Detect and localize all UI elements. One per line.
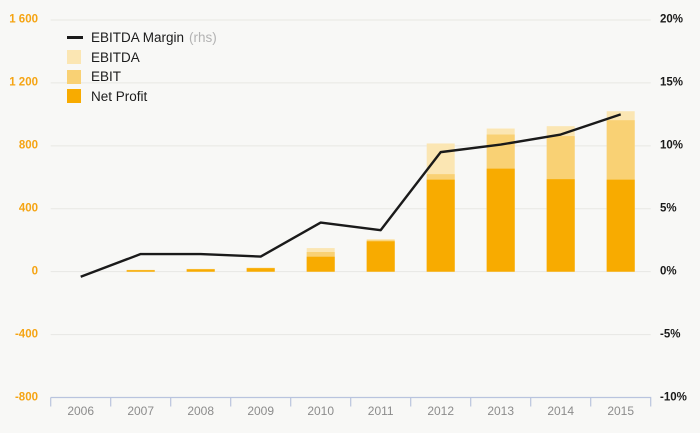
right-axis-label: 0% — [660, 264, 677, 277]
net-profit-swatch — [67, 89, 81, 104]
right-axis-label: 10% — [660, 139, 684, 152]
bar-net-profit-2009 — [246, 268, 275, 272]
right-axis-label: 5% — [660, 202, 677, 214]
legend-label-net-profit: Net Profit — [91, 88, 148, 104]
x-axis-label: 2015 — [607, 404, 635, 418]
x-axis-label: 2013 — [487, 404, 515, 418]
bar-net-profit-2010 — [306, 256, 335, 272]
ebitda-margin-line-swatch — [67, 36, 83, 40]
left-axis-label: 1 200 — [9, 76, 38, 89]
legend-label-ebitda: EBITDA — [91, 49, 140, 65]
right-axis-label: -5% — [660, 327, 681, 340]
bar-net-profit-2014 — [546, 179, 575, 272]
legend-item-ebit: EBIT — [67, 67, 217, 87]
legend-item-ebitda: EBITDA — [67, 48, 217, 68]
x-axis-label: 2010 — [307, 404, 335, 418]
legend-label-ebitda-margin: EBITDA Margin (rhs) — [91, 30, 217, 45]
ebitda-swatch — [67, 50, 81, 65]
x-axis-label: 2011 — [367, 404, 394, 418]
legend-item-net-profit: Net Profit — [67, 87, 217, 107]
x-axis-label: 2014 — [547, 404, 575, 418]
bar-net-profit-2015 — [606, 179, 635, 272]
bar-net-profit-2007 — [126, 270, 155, 272]
legend-label-ebit: EBIT — [91, 69, 122, 84]
left-axis-label: 0 — [31, 264, 38, 277]
right-axis-label: 15% — [660, 76, 684, 89]
right-axis-label: -10% — [660, 390, 687, 403]
right-axis-label: 20% — [660, 13, 684, 26]
bar-net-profit-2008 — [186, 269, 215, 272]
x-axis-label: 2008 — [187, 404, 215, 418]
ebitda-margin-line — [80, 113, 622, 278]
rhs-note: (rhs) — [189, 30, 217, 45]
left-axis-label: 400 — [18, 202, 38, 214]
bar-net-profit-2011 — [366, 241, 395, 272]
bar-net-profit-2013 — [486, 168, 515, 272]
left-axis-label: -800 — [14, 390, 38, 403]
left-axis-label: 800 — [18, 139, 38, 152]
x-axis-label: 2007 — [127, 404, 155, 418]
ebit-swatch — [67, 69, 81, 84]
x-axis-label: 2006 — [67, 404, 95, 418]
legend-item-ebitda-margin: EBITDA Margin (rhs) — [67, 28, 217, 48]
x-axis-label: 2012 — [427, 404, 455, 418]
chart-legend: EBITDA Margin (rhs) EBITDA EBIT Net Profi… — [67, 28, 217, 106]
x-axis-label: 2009 — [247, 404, 275, 418]
left-axis-label: 1 600 — [9, 13, 38, 26]
left-axis-label: -400 — [14, 327, 38, 340]
bar-net-profit-2012 — [426, 179, 455, 272]
